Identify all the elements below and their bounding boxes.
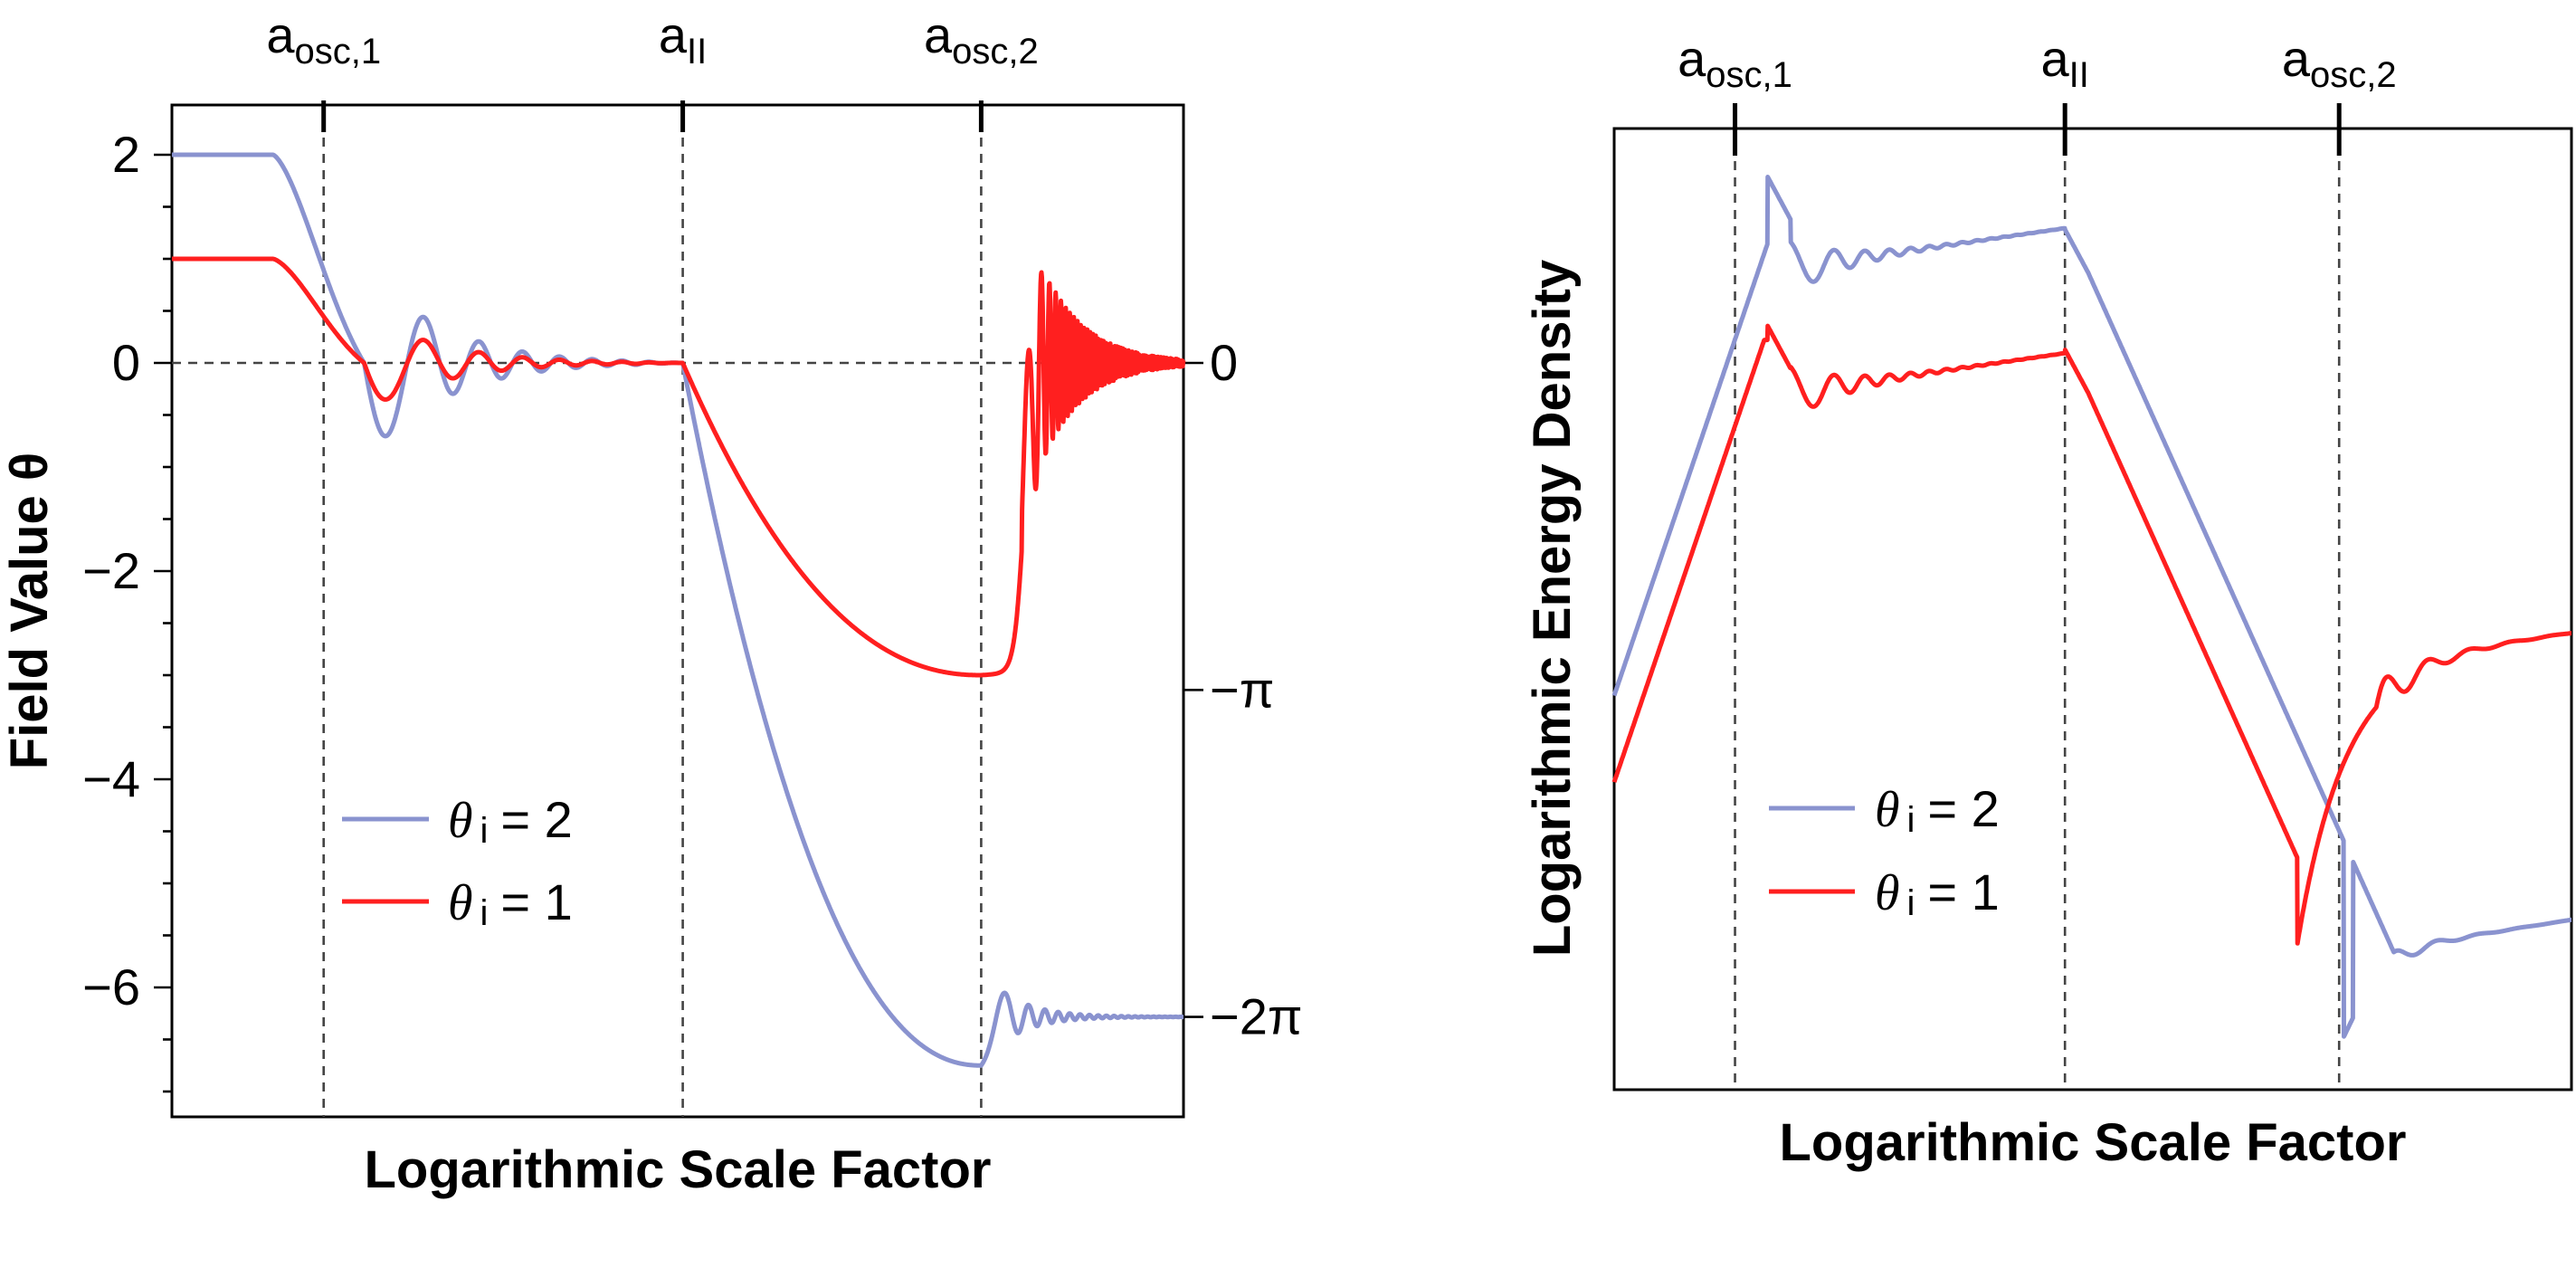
right-legend: θ i = 2 θ i = 1 bbox=[1769, 780, 2000, 923]
left-y-tick-label: 0 bbox=[112, 334, 140, 391]
left-y-tick-label: 2 bbox=[112, 126, 140, 183]
right-legend-label-theta1: θ i = 1 bbox=[1875, 863, 2000, 923]
left-legend: θ i = 2 θ i = 1 bbox=[342, 791, 573, 933]
left-y-tick-label: −6 bbox=[82, 958, 140, 1015]
left-legend-label-theta1: θ i = 1 bbox=[448, 873, 573, 933]
left-y-tick-label: −4 bbox=[82, 750, 140, 807]
left-marker-label-1: aII bbox=[659, 6, 707, 72]
right-x-axis-title: Logarithmic Scale Factor bbox=[1780, 1113, 2407, 1172]
right-series-theta1 bbox=[1611, 323, 2574, 946]
right-series-theta2 bbox=[1611, 175, 2574, 1039]
left-y-tick-label: −2 bbox=[82, 542, 140, 599]
left-x-axis-title: Logarithmic Scale Factor bbox=[365, 1140, 992, 1199]
right-marker-label-0: aosc,1 bbox=[1678, 30, 1792, 95]
left-plot-frame bbox=[170, 103, 1185, 1119]
left-series-theta1 bbox=[169, 256, 1186, 678]
right-legend-label-theta2: θ i = 2 bbox=[1875, 780, 2000, 840]
right-marker-label-2: aosc,2 bbox=[2282, 30, 2397, 95]
left-right-tick-label-2: −2π bbox=[1210, 988, 1302, 1045]
left-y-axis-title: Field Value θ bbox=[0, 453, 59, 769]
right-plot-frame bbox=[1612, 127, 2573, 1092]
right-chart: aosc,1 aII aosc,2 θ i = 2 θ i = 1 Logarithmic … bbox=[1523, 30, 2574, 1172]
right-y-axis-title: Logarithmic Energy Density bbox=[1523, 260, 1582, 957]
left-marker-label-0: aosc,1 bbox=[266, 6, 381, 72]
right-marker-label-1: aII bbox=[2040, 30, 2088, 95]
left-marker-label-2: aosc,2 bbox=[924, 6, 1039, 72]
left-right-tick-label-1: −π bbox=[1210, 661, 1274, 718]
left-legend-label-theta2: θ i = 2 bbox=[448, 791, 573, 851]
left-right-tick-label-0: 0 bbox=[1210, 334, 1238, 391]
